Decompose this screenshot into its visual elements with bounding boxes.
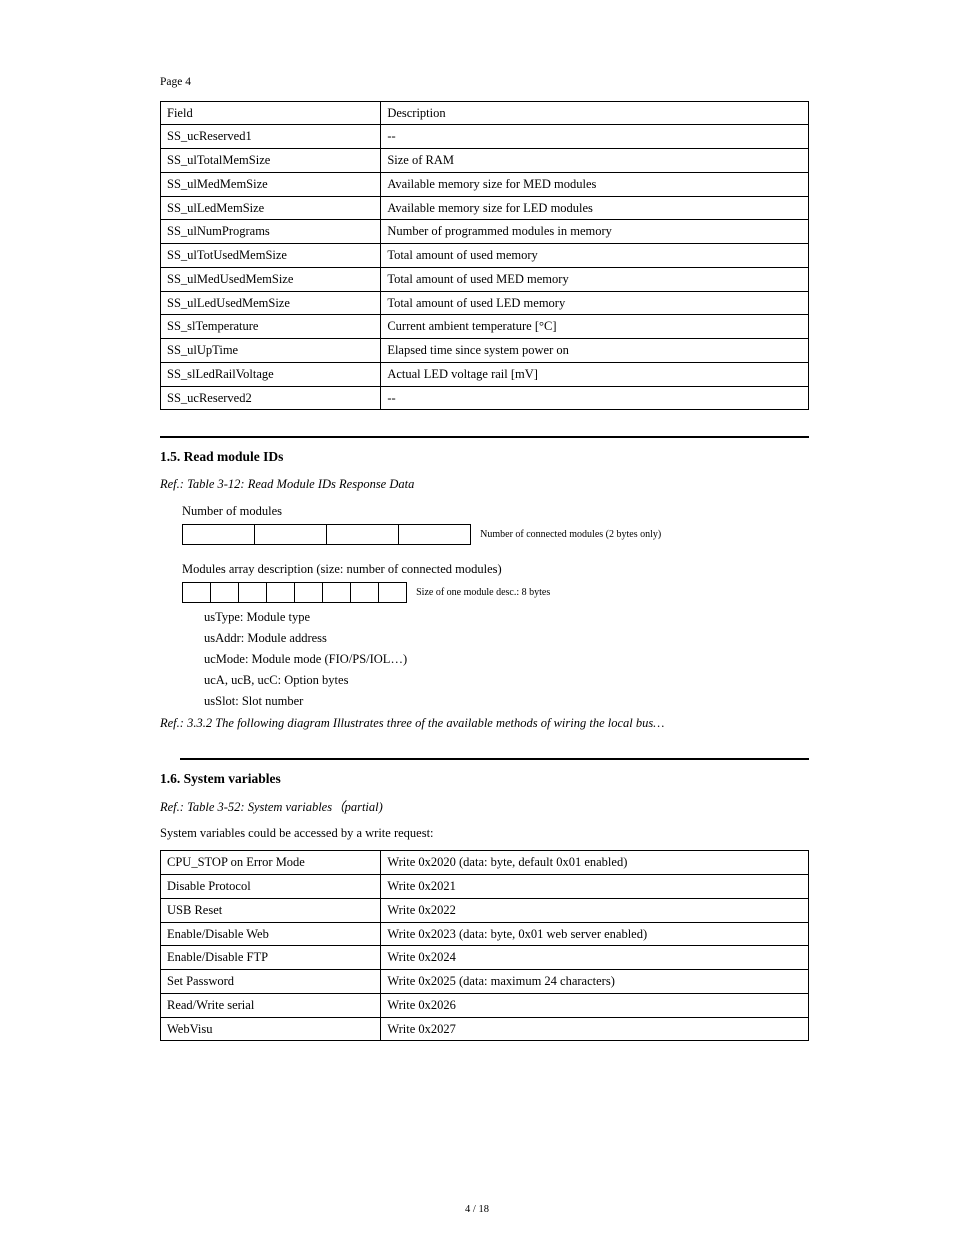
section-divider-2: [180, 758, 809, 760]
page-header: Page 4: [160, 75, 854, 91]
module-desc-boxes: [182, 582, 407, 603]
table-cell: SS_ulTotUsedMemSize: [161, 244, 381, 268]
table-cell: SS_ucReserved1: [161, 125, 381, 149]
table-sysinfo: FieldDescriptionSS_ucReserved1--SS_ulTot…: [160, 101, 809, 411]
table-cell: Enable/Disable FTP: [161, 946, 381, 970]
byte-box: [255, 525, 327, 545]
table-cell: Description: [381, 101, 809, 125]
byte-box: [323, 583, 351, 603]
table-cell: Available memory size for MED modules: [381, 172, 809, 196]
section-title-system-variables: 1.6. System variables: [160, 770, 809, 788]
byte-box: [267, 583, 295, 603]
table-cell: Write 0x2025 (data: maximum 24 character…: [381, 970, 809, 994]
table-row: SS_slTemperatureCurrent ambient temperat…: [161, 315, 809, 339]
table-cell: --: [381, 125, 809, 149]
table-cell: Write 0x2026: [381, 993, 809, 1017]
table-cell: Elapsed time since system power on: [381, 339, 809, 363]
byte-box: [211, 583, 239, 603]
table-row: CPU_STOP on Error ModeWrite 0x2020 (data…: [161, 851, 809, 875]
table-row: SS_ucReserved1--: [161, 125, 809, 149]
table-cell: Total amount of used MED memory: [381, 267, 809, 291]
table-system-variables: CPU_STOP on Error ModeWrite 0x2020 (data…: [160, 850, 809, 1041]
table-row: SS_slLedRailVoltageActual LED voltage ra…: [161, 362, 809, 386]
field-description: usSlot: Slot number: [204, 693, 809, 710]
table-cell: Write 0x2022: [381, 898, 809, 922]
byte-box: [327, 525, 399, 545]
byte-box: [399, 525, 471, 545]
table-row: FieldDescription: [161, 101, 809, 125]
table-cell: SS_ulMedMemSize: [161, 172, 381, 196]
section-ref: Ref.: Table 3-12: Read Module IDs Respon…: [160, 476, 809, 493]
field-description: usAddr: Module address: [204, 630, 809, 647]
table-cell: Size of RAM: [381, 149, 809, 173]
page-footer: 4 / 18: [0, 1203, 954, 1217]
table-cell: Write 0x2021: [381, 875, 809, 899]
table-cell: SS_ulLedUsedMemSize: [161, 291, 381, 315]
table-cell: CPU_STOP on Error Mode: [161, 851, 381, 875]
table-cell: Read/Write serial: [161, 993, 381, 1017]
table-row: USB ResetWrite 0x2022: [161, 898, 809, 922]
table-cell: SS_ulMedUsedMemSize: [161, 267, 381, 291]
table-row: SS_ulMedUsedMemSizeTotal amount of used …: [161, 267, 809, 291]
table-cell: SS_slTemperature: [161, 315, 381, 339]
field-description: usType: Module type: [204, 609, 809, 626]
num-modules-note: Number of connected modules (2 bytes onl…: [480, 528, 661, 542]
byte-box: [295, 583, 323, 603]
table-cell: USB Reset: [161, 898, 381, 922]
field-description: ucA, ucB, ucC: Option bytes: [204, 672, 809, 689]
table-row: Read/Write serialWrite 0x2026: [161, 993, 809, 1017]
table-cell: Disable Protocol: [161, 875, 381, 899]
table-row: WebVisuWrite 0x2027: [161, 1017, 809, 1041]
table-row: SS_ulTotUsedMemSizeTotal amount of used …: [161, 244, 809, 268]
byte-box: [379, 583, 407, 603]
table-cell: Write 0x2024: [381, 946, 809, 970]
module-desc-note: Size of one module desc.: 8 bytes: [416, 586, 550, 600]
table-row: SS_ulNumProgramsNumber of programmed mod…: [161, 220, 809, 244]
table-row: Set PasswordWrite 0x2025 (data: maximum …: [161, 970, 809, 994]
table-cell: Write 0x2020 (data: byte, default 0x01 e…: [381, 851, 809, 875]
table-cell: Current ambient temperature [°C]: [381, 315, 809, 339]
modules-array-label: Modules array description (size: number …: [182, 561, 502, 578]
table-cell: Number of programmed modules in memory: [381, 220, 809, 244]
table-cell: Actual LED voltage rail [mV]: [381, 362, 809, 386]
num-modules-boxes: [182, 524, 471, 545]
table-cell: Enable/Disable Web: [161, 922, 381, 946]
table-cell: Available memory size for LED modules: [381, 196, 809, 220]
table-row: SS_ulTotalMemSizeSize of RAM: [161, 149, 809, 173]
table-cell: Field: [161, 101, 381, 125]
table-cell: SS_ulTotalMemSize: [161, 149, 381, 173]
table-cell: Write 0x2023 (data: byte, 0x01 web serve…: [381, 922, 809, 946]
table-row: Disable ProtocolWrite 0x2021: [161, 875, 809, 899]
field-description: ucMode: Module mode (FIO/PS/IOL…): [204, 651, 809, 668]
table-row: Enable/Disable FTPWrite 0x2024: [161, 946, 809, 970]
table-row: Enable/Disable WebWrite 0x2023 (data: by…: [161, 922, 809, 946]
table-cell: Total amount of used LED memory: [381, 291, 809, 315]
table-cell: Write 0x2027: [381, 1017, 809, 1041]
byte-box: [239, 583, 267, 603]
table-cell: SS_slLedRailVoltage: [161, 362, 381, 386]
table-cell: SS_ucReserved2: [161, 386, 381, 410]
table-row: SS_ulLedMemSizeAvailable memory size for…: [161, 196, 809, 220]
section-divider: [160, 436, 809, 438]
section-ref-2: Ref.: Table 3-52: System variables（parti…: [160, 799, 809, 816]
table-cell: Set Password: [161, 970, 381, 994]
section-ref-note: Ref.: 3.3.2 The following diagram Illust…: [160, 715, 809, 732]
table-row: SS_ucReserved2--: [161, 386, 809, 410]
table-row: SS_ulLedUsedMemSizeTotal amount of used …: [161, 291, 809, 315]
table-cell: SS_ulNumPrograms: [161, 220, 381, 244]
byte-box: [183, 525, 255, 545]
table-cell: Total amount of used memory: [381, 244, 809, 268]
table-cell: SS_ulUpTime: [161, 339, 381, 363]
section-subhead: System variables could be accessed by a …: [160, 825, 809, 842]
table-row: SS_ulUpTimeElapsed time since system pow…: [161, 339, 809, 363]
byte-box: [183, 583, 211, 603]
table-row: SS_ulMedMemSizeAvailable memory size for…: [161, 172, 809, 196]
table-cell: SS_ulLedMemSize: [161, 196, 381, 220]
section-title-read-module-ids: 1.5. Read module IDs: [160, 448, 809, 466]
byte-box: [351, 583, 379, 603]
num-modules-label: Number of modules: [182, 503, 282, 520]
table-cell: --: [381, 386, 809, 410]
table-cell: WebVisu: [161, 1017, 381, 1041]
